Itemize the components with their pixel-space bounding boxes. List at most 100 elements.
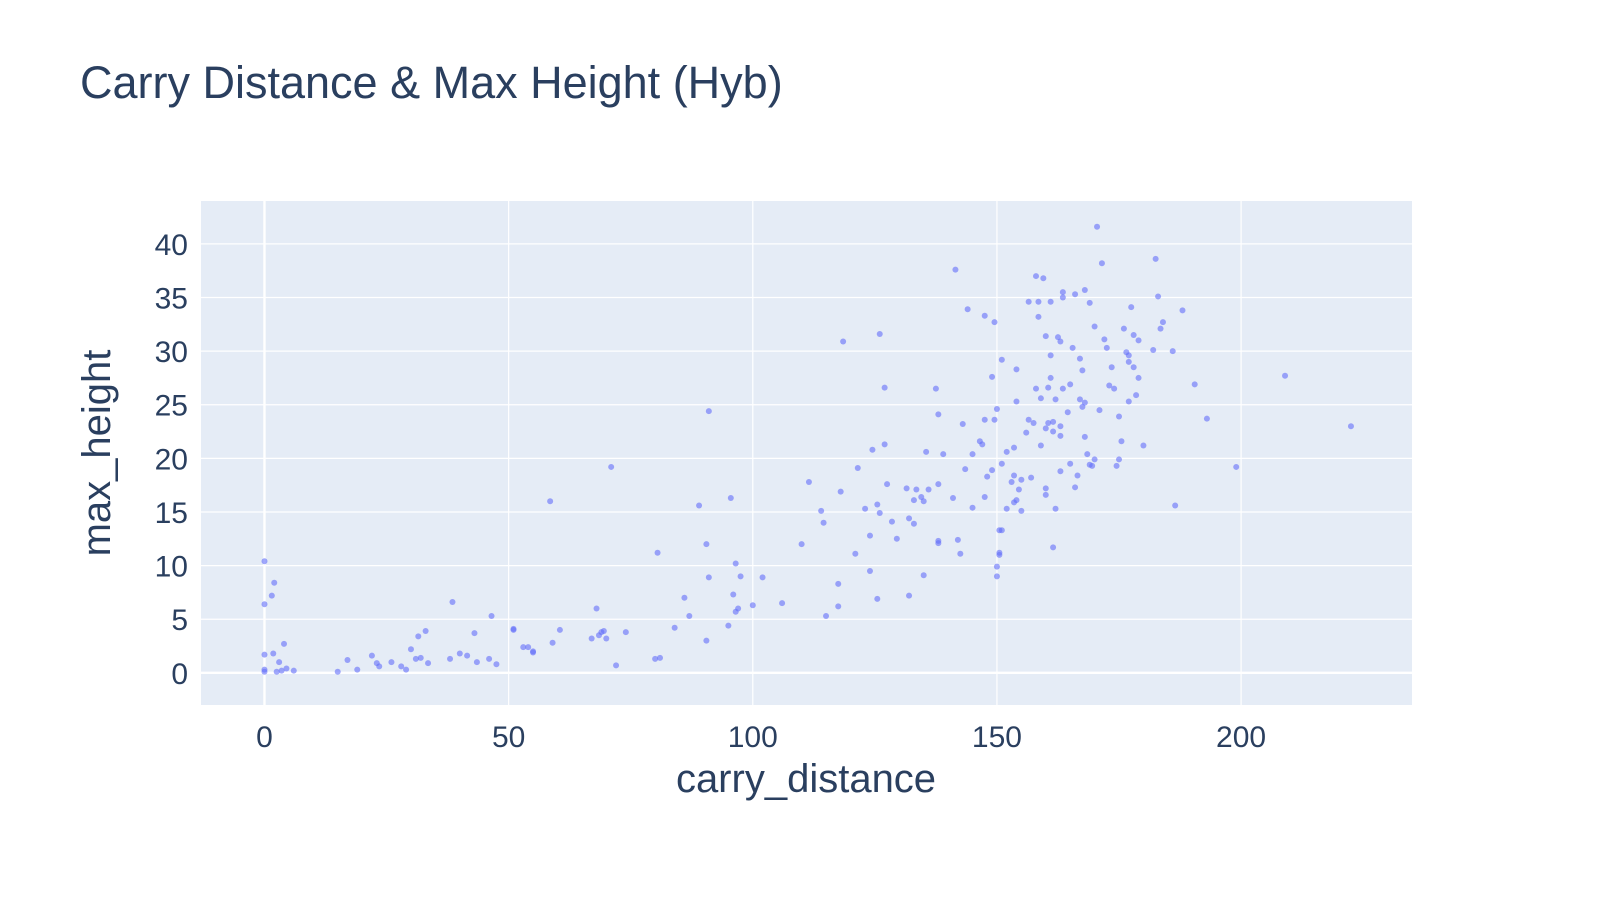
data-point: [368, 652, 375, 659]
data-point: [981, 312, 988, 319]
data-point: [823, 612, 830, 619]
data-point: [981, 493, 988, 500]
data-point: [996, 551, 1003, 558]
data-point: [910, 497, 917, 504]
data-point: [874, 595, 881, 602]
chart-title: Carry Distance & Max Height (Hyb): [80, 57, 783, 108]
data-point: [281, 640, 288, 647]
data-point: [593, 605, 600, 612]
data-point: [1042, 425, 1049, 432]
data-point: [840, 338, 847, 345]
data-point: [854, 465, 861, 472]
data-point: [1169, 348, 1176, 355]
data-point: [273, 668, 280, 675]
plot-area: [201, 201, 1412, 705]
data-point: [1155, 293, 1162, 300]
data-point: [271, 579, 278, 586]
data-point: [261, 601, 268, 608]
data-point: [835, 580, 842, 587]
data-point: [913, 486, 920, 493]
data-point: [344, 656, 351, 663]
data-point: [703, 541, 710, 548]
data-point: [1135, 374, 1142, 381]
data-point: [1089, 462, 1096, 469]
data-point: [403, 666, 410, 673]
data-point: [1015, 486, 1022, 493]
data-point: [1079, 367, 1086, 374]
data-point: [866, 567, 873, 574]
data-point: [1091, 323, 1098, 330]
data-point: [759, 574, 766, 581]
data-point: [925, 486, 932, 493]
data-point: [779, 600, 786, 607]
data-point: [798, 541, 805, 548]
x-tick-label: 0: [256, 721, 273, 754]
data-point: [686, 612, 693, 619]
data-point: [1047, 374, 1054, 381]
data-point: [920, 498, 927, 505]
data-point: [1072, 291, 1079, 298]
data-point: [261, 668, 268, 675]
data-point: [1013, 497, 1020, 504]
data-point: [486, 655, 493, 662]
data-point: [1069, 344, 1076, 351]
y-tick-label: 25: [155, 390, 188, 423]
data-point: [449, 599, 456, 606]
y-tick-label: 10: [155, 551, 188, 584]
data-point: [962, 466, 969, 473]
y-tick-label: 20: [155, 443, 188, 476]
data-point: [1037, 395, 1044, 402]
data-point: [923, 448, 930, 455]
data-point: [376, 663, 383, 670]
data-point: [1159, 319, 1166, 326]
data-point: [671, 624, 678, 631]
data-point: [998, 460, 1005, 467]
data-point: [603, 635, 610, 642]
data-point: [525, 644, 532, 651]
data-point: [388, 659, 395, 666]
data-point: [935, 540, 942, 547]
data-point: [1059, 385, 1066, 392]
data-point: [1125, 352, 1132, 359]
data-point: [969, 451, 976, 458]
data-point: [1067, 460, 1074, 467]
data-point: [1013, 398, 1020, 405]
data-point: [837, 488, 844, 495]
data-point: [1076, 355, 1083, 362]
data-point: [1057, 468, 1064, 475]
data-point: [818, 507, 825, 514]
data-point: [1074, 472, 1081, 479]
data-point: [1045, 419, 1052, 426]
data-point: [805, 478, 812, 485]
data-point: [881, 441, 888, 448]
data-point: [1037, 442, 1044, 449]
data-point: [1057, 423, 1064, 430]
data-point: [1113, 462, 1120, 469]
data-point: [940, 451, 947, 458]
data-point: [1025, 416, 1032, 423]
data-point: [471, 630, 478, 637]
data-point: [268, 592, 275, 599]
data-point: [510, 626, 517, 633]
y-tick-label: 15: [155, 497, 188, 530]
data-point: [1003, 448, 1010, 455]
data-point: [984, 473, 991, 480]
data-point: [1172, 502, 1179, 509]
data-point: [1013, 366, 1020, 373]
data-point: [547, 498, 554, 505]
data-point: [1030, 419, 1037, 426]
data-point: [270, 650, 277, 657]
data-point: [1135, 337, 1142, 344]
data-point: [1059, 294, 1066, 301]
data-point: [910, 520, 917, 527]
data-point: [1033, 273, 1040, 280]
data-point: [852, 550, 859, 557]
data-point: [1111, 385, 1118, 392]
data-point: [588, 635, 595, 642]
data-point: [1018, 507, 1025, 514]
data-point: [1150, 347, 1157, 354]
data-point: [876, 330, 883, 337]
x-tick-label: 200: [1216, 721, 1266, 754]
data-point: [876, 510, 883, 517]
data-point: [1096, 407, 1103, 414]
